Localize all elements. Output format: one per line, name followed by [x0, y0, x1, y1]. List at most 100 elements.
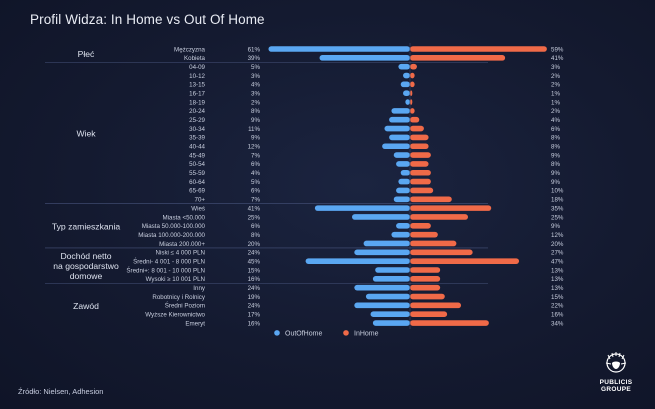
- group-label: Płeć: [78, 49, 95, 59]
- value-label-inhome: 2%: [551, 73, 560, 80]
- category-label: Wieś: [191, 205, 205, 212]
- value-label-inhome: 8%: [551, 144, 560, 151]
- category-label: Niski ≤ 4 000 PLN: [156, 250, 205, 257]
- value-label-inhome: 25%: [551, 214, 564, 221]
- value-label-outofhome: 25%: [248, 214, 261, 221]
- value-label-inhome: 8%: [551, 135, 560, 142]
- category-label: Emeryt: [185, 320, 205, 327]
- bar-inhome: [410, 258, 520, 264]
- bar-outofhome: [372, 320, 410, 326]
- category-label: 65-69: [189, 188, 205, 195]
- bar-inhome: [410, 196, 452, 203]
- group-label: domowe: [70, 271, 103, 281]
- bar-inhome: [410, 293, 445, 300]
- bar-inhome: [410, 187, 434, 194]
- bar-outofhome: [384, 125, 410, 132]
- value-label-inhome: 18%: [551, 197, 564, 204]
- value-label-outofhome: 24%: [248, 250, 261, 257]
- value-label-inhome: 22%: [551, 303, 564, 310]
- bar-outofhome: [393, 152, 410, 158]
- category-label: 16-17: [189, 91, 205, 98]
- bar-inhome: [410, 214, 468, 220]
- bar-inhome: [410, 46, 547, 52]
- legend-label-outofhome: OutOfHome: [285, 330, 322, 337]
- bar-outofhome: [396, 187, 410, 194]
- category-label: Mężczyzna: [174, 46, 206, 53]
- bar-outofhome: [389, 134, 410, 141]
- bar-inhome: [410, 205, 492, 211]
- value-label-inhome: 1%: [551, 99, 560, 106]
- bar-outofhome: [370, 311, 410, 317]
- value-label-inhome: 1%: [551, 91, 560, 98]
- value-label-inhome: 4%: [551, 117, 560, 124]
- bar-outofhome: [314, 205, 410, 211]
- bar-outofhome: [396, 161, 410, 167]
- bar-inhome: [410, 55, 506, 61]
- bar-inhome: [410, 63, 417, 70]
- bar-inhome: [410, 116, 420, 123]
- bar-outofhome: [372, 276, 410, 282]
- bar-inhome: [410, 267, 441, 273]
- bar-outofhome: [400, 169, 410, 176]
- value-label-outofhome: 6%: [251, 223, 260, 230]
- value-label-outofhome: 39%: [248, 55, 261, 62]
- value-label-outofhome: 3%: [251, 91, 260, 98]
- category-label: 20-24: [189, 108, 205, 115]
- bar-outofhome: [354, 302, 410, 309]
- bar-outofhome: [403, 90, 410, 96]
- bar-outofhome: [396, 223, 410, 229]
- category-label: Miasta <50.000: [163, 214, 206, 221]
- chart-title: Profil Widza: In Home vs Out Of Home: [30, 12, 265, 27]
- value-label-inhome: 12%: [551, 232, 564, 239]
- bar-inhome: [410, 223, 431, 229]
- value-label-outofhome: 8%: [251, 232, 260, 239]
- value-label-inhome: 13%: [551, 285, 564, 292]
- bar-inhome: [410, 302, 462, 309]
- bar-outofhome: [365, 293, 410, 300]
- bar-inhome: [410, 90, 413, 96]
- bar-outofhome: [403, 72, 410, 79]
- value-label-outofhome: 16%: [248, 276, 261, 283]
- category-label: Robotnicy i Rolnicy: [152, 294, 206, 301]
- category-label: 13-15: [189, 82, 205, 89]
- bar-outofhome: [319, 55, 410, 61]
- bar-inhome: [410, 161, 429, 167]
- category-label: 25-29: [189, 117, 205, 124]
- bar-outofhome: [375, 267, 410, 273]
- bar-outofhome: [398, 63, 410, 70]
- value-label-inhome: 13%: [551, 276, 564, 283]
- category-label: Średni+: 8 001 - 10 000 PLN: [126, 266, 205, 274]
- bar-inhome: [410, 134, 429, 141]
- bar-inhome: [410, 81, 415, 88]
- value-label-outofhome: 15%: [248, 267, 261, 274]
- source-note: Źródło: Nielsen, Adhesion: [18, 387, 104, 396]
- category-label: Średni Poziom: [165, 302, 205, 310]
- value-label-outofhome: 61%: [248, 46, 261, 53]
- value-label-outofhome: 12%: [248, 144, 261, 151]
- value-label-outofhome: 6%: [251, 161, 260, 168]
- value-label-inhome: 8%: [551, 161, 560, 168]
- bar-outofhome: [354, 249, 410, 256]
- category-label: 70+: [195, 197, 206, 204]
- value-label-inhome: 3%: [551, 64, 560, 71]
- value-label-inhome: 9%: [551, 170, 560, 177]
- bar-inhome: [410, 125, 424, 132]
- value-label-outofhome: 2%: [251, 99, 260, 106]
- bar-outofhome: [391, 108, 410, 114]
- category-label: 04-09: [189, 64, 205, 71]
- value-label-outofhome: 16%: [248, 320, 261, 327]
- bar-inhome: [410, 311, 448, 317]
- value-label-inhome: 2%: [551, 82, 560, 89]
- value-label-outofhome: 3%: [251, 73, 260, 80]
- category-label: 55-59: [189, 170, 205, 177]
- value-label-outofhome: 19%: [248, 294, 261, 301]
- publicis-logo: PUBLICIS GROUPE: [591, 352, 641, 402]
- value-label-inhome: 10%: [551, 188, 564, 195]
- legend-marker-outofhome: [274, 330, 280, 336]
- value-label-outofhome: 24%: [248, 285, 261, 292]
- logo-text-2: GROUPE: [601, 386, 631, 393]
- bar-inhome: [410, 276, 441, 282]
- value-label-outofhome: 24%: [248, 303, 261, 310]
- bar-inhome: [410, 320, 489, 326]
